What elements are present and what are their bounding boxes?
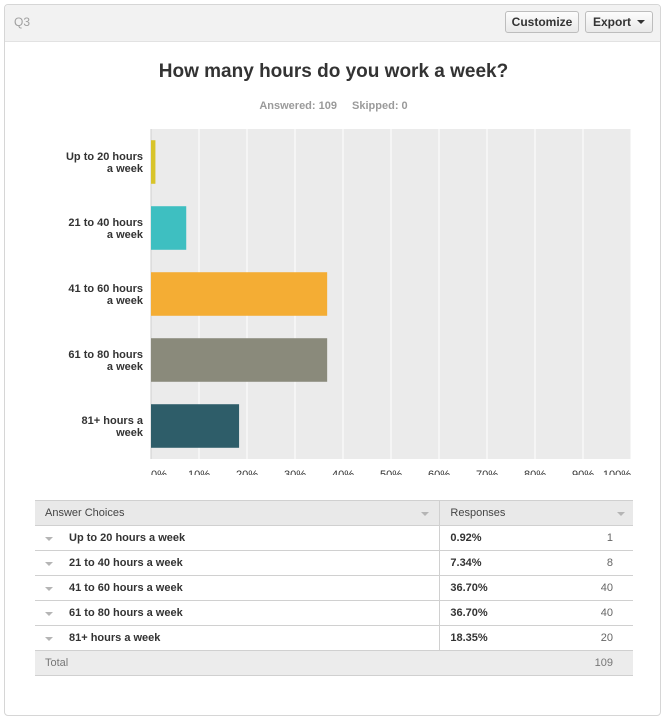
total-row: Total 109: [35, 650, 633, 676]
answer-choice-label: 61 to 80 hours a week: [69, 607, 183, 619]
answered-count: Answered: 109: [259, 100, 337, 112]
x-tick-label: 60%: [428, 469, 450, 475]
response-percent: 18.35%: [450, 632, 488, 644]
bar: [151, 338, 328, 382]
results-table: Answer Choices Responses Up to 20 hours …: [35, 500, 633, 676]
bar: [151, 140, 156, 184]
response-count: 8: [606, 557, 613, 569]
bar: [151, 404, 240, 448]
answer-choice-cell[interactable]: 41 to 60 hours a week: [35, 575, 441, 601]
response-stats: Answered: 109 Skipped: 0: [5, 100, 662, 112]
x-tick-label: 70%: [476, 469, 498, 475]
x-tick-label: 20%: [236, 469, 258, 475]
chart-title: How many hours do you work a week?: [158, 61, 509, 82]
answer-choice-cell[interactable]: 21 to 40 hours a week: [35, 550, 441, 576]
sort-icon: [617, 512, 625, 516]
answer-choice-label: Up to 20 hours a week: [69, 532, 186, 544]
chevron-down-icon[interactable]: [45, 537, 53, 541]
x-tick-label: 50%: [380, 469, 402, 475]
response-count: 20: [600, 632, 613, 644]
responses-header-label: Responses: [450, 507, 506, 519]
x-tick-label: 90%: [572, 469, 594, 475]
responses-header[interactable]: Responses: [439, 500, 633, 526]
response-percent: 36.70%: [450, 607, 488, 619]
export-button[interactable]: Export: [585, 11, 653, 33]
answer-choice-label: 81+ hours a week: [69, 632, 161, 644]
y-category-label: 61 to 80 hours a week: [68, 349, 143, 373]
x-tick-label: 40%: [332, 469, 354, 475]
x-tick-label: 10%: [188, 469, 210, 475]
sort-icon: [421, 512, 430, 516]
total-spacer: [440, 651, 530, 676]
table-header-row: Answer Choices Responses: [35, 500, 633, 526]
total-count: 109: [594, 657, 613, 669]
chevron-down-icon[interactable]: [45, 612, 53, 616]
answer-choice-cell[interactable]: 81+ hours a week: [35, 625, 441, 651]
card-header: Q3 Customize Export: [5, 5, 660, 42]
response-count: 1: [606, 532, 613, 544]
chevron-down-icon: [637, 20, 645, 24]
export-button-label: Export: [592, 15, 631, 29]
table-row: Up to 20 hours a week 0.92% 1: [35, 525, 633, 551]
x-tick-label: 0%: [151, 469, 167, 475]
response-count: 40: [600, 582, 613, 594]
table-row: 61 to 80 hours a week 36.70% 40: [35, 600, 633, 626]
response-percent: 36.70%: [450, 582, 488, 594]
answer-choices-header-label: Answer Choices: [45, 507, 125, 519]
total-label: Total: [45, 657, 69, 669]
x-tick-label: 30%: [284, 469, 306, 475]
customize-button[interactable]: Customize: [505, 11, 579, 33]
answer-choice-label: 21 to 40 hours a week: [69, 557, 183, 569]
table-row: 81+ hours a week 18.35% 20: [35, 625, 633, 651]
answer-choice-label: 41 to 60 hours a week: [69, 582, 183, 594]
chevron-down-icon[interactable]: [45, 637, 53, 641]
y-category-label: 21 to 40 hours a week: [68, 217, 143, 241]
chevron-down-icon[interactable]: [45, 587, 53, 591]
bar: [151, 272, 328, 316]
answer-choice-cell[interactable]: 61 to 80 hours a week: [35, 600, 441, 626]
table-row: 41 to 60 hours a week 36.70% 40: [35, 575, 633, 601]
y-category-label: Up to 20 hours a week: [66, 151, 144, 175]
question-card: Q3 Customize Export How many hours do yo…: [4, 4, 661, 716]
skipped-count: Skipped: 0: [352, 100, 408, 112]
answer-choices-header[interactable]: Answer Choices: [35, 500, 441, 526]
response-percent: 0.92%: [450, 532, 482, 544]
bar-chart: 0% 10% 20% 30% 40% 50% 60% 70% 80% 90% 100% Up to 2…: [66, 129, 632, 475]
answer-choice-cell[interactable]: Up to 20 hours a week: [35, 525, 441, 551]
y-category-label: 81+ hours a week: [82, 415, 144, 439]
bar: [151, 206, 187, 250]
x-tick-label: 100%: [603, 469, 631, 475]
chevron-down-icon[interactable]: [45, 562, 53, 566]
y-category-label: 41 to 60 hours a week: [68, 283, 143, 307]
response-percent: 7.34%: [450, 557, 482, 569]
table-row: 21 to 40 hours a week 7.34% 8: [35, 550, 633, 576]
x-tick-label: 80%: [524, 469, 546, 475]
question-label: Q3: [14, 15, 31, 29]
response-count: 40: [600, 607, 613, 619]
